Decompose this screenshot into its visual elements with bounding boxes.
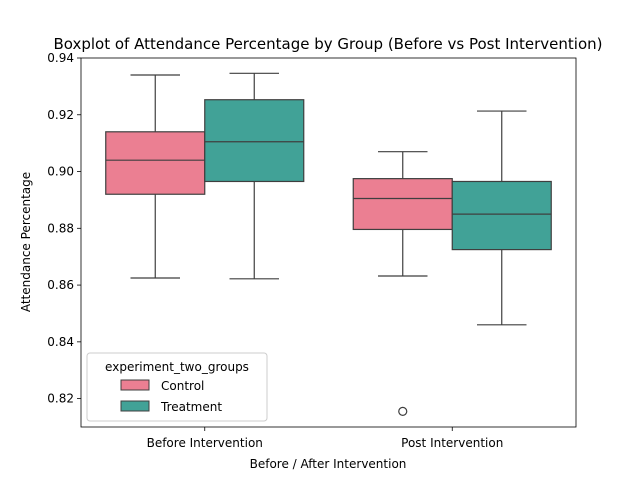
x-axis: Before Intervention Post Intervention [147,427,503,450]
legend: experiment_two_groups Control Treatment [86,352,268,422]
iqr-box [451,180,552,251]
y-tick-label: 0.92 [47,108,74,122]
y-tick-label: 0.86 [47,278,74,292]
y-tick-label: 0.84 [47,335,74,349]
box-group [352,151,453,416]
legend-entry: Control [161,379,204,393]
legend-swatch [120,379,150,391]
legend-entry: Treatment [160,400,222,414]
y-tick-label: 0.82 [47,392,74,406]
x-tick-label: Before Intervention [147,436,263,450]
iqr-box [352,178,453,231]
iqr-box [105,131,206,195]
box-group [105,74,206,279]
chart-title: Boxplot of Attendance Percentage by Grou… [53,35,602,53]
box-group [451,110,552,326]
x-tick-label: Post Intervention [401,436,503,450]
y-axis: 0.82 0.84 0.86 0.88 0.90 0.92 0.94 [47,51,81,406]
y-tick-label: 0.88 [47,221,74,235]
y-axis-label: Attendance Percentage [19,172,33,312]
y-tick-label: 0.94 [47,51,74,65]
outlier-point [398,406,408,416]
plot-frame [80,57,577,428]
x-axis-label: Before / After Intervention [250,457,407,471]
y-tick-label: 0.90 [47,165,74,179]
iqr-box [204,99,305,183]
box-group [204,72,305,280]
legend-title: experiment_two_groups [105,360,249,374]
boxes-layer [105,72,552,416]
legend-swatch [120,400,150,412]
